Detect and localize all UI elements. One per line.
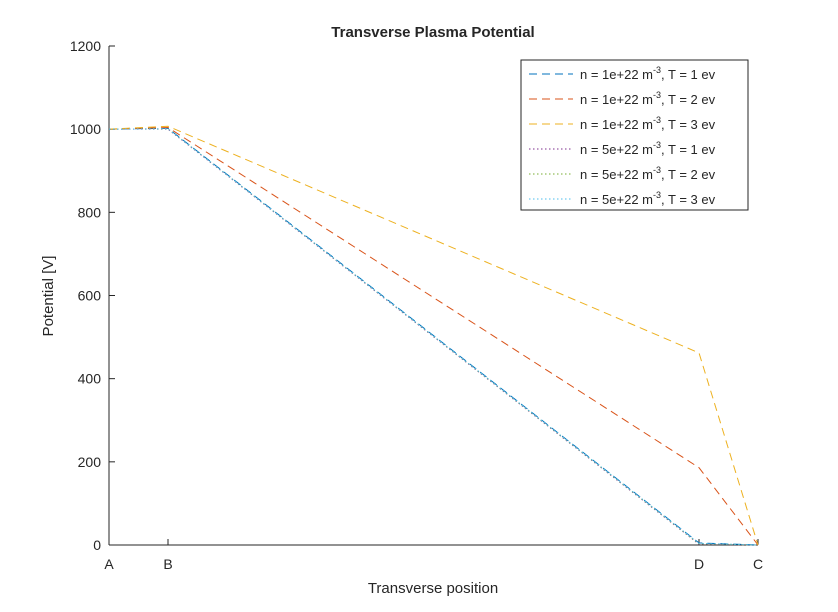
y-tick-label: 800 [78, 204, 102, 220]
axes: 0 200 400 600 800 1000 1200 A B D C [70, 38, 763, 572]
x-tick-label: C [753, 556, 763, 572]
legend-entry-2: n = 1e+22 m-3, T = 2 ev [580, 90, 716, 107]
y-axis-label: Potential [V] [40, 256, 57, 337]
legend-text-rest: , T = 2 ev [661, 92, 716, 107]
legend-entry-6: n = 5e+22 m-3, T = 3 ev [580, 190, 716, 207]
legend-text-superscript: -3 [653, 190, 661, 200]
legend-text-main: n = 5e+22 m [580, 192, 653, 207]
legend-text-rest: , T = 2 ev [661, 167, 716, 182]
x-tick-label: D [694, 556, 704, 572]
series-line-3 [108, 125, 759, 546]
legend-entry-5: n = 5e+22 m-3, T = 2 ev [580, 165, 716, 182]
legend-box [520, 59, 749, 211]
legend-text-main: n = 5e+22 m [580, 167, 653, 182]
y-tick-label: 1200 [70, 38, 101, 54]
legend-text-superscript: -3 [653, 140, 661, 150]
legend-text-superscript: -3 [653, 90, 661, 100]
legend-text-main: n = 5e+22 m [580, 142, 653, 157]
y-tick-label: 400 [78, 371, 102, 387]
legend-entry-1: n = 1e+22 m-3, T = 1 ev [580, 65, 716, 82]
legend-text-superscript: -3 [653, 165, 661, 175]
legend-text-rest: , T = 1 ev [661, 142, 716, 157]
y-tick-label: 1000 [70, 121, 101, 137]
y-tick-label: 0 [93, 537, 101, 553]
x-tick-label: A [104, 556, 114, 572]
y-tick-label: 600 [78, 288, 102, 304]
legend-text-main: n = 1e+22 m [580, 117, 653, 132]
legend-text-superscript: -3 [653, 115, 661, 125]
legend: n = 1e+22 m-3, T = 1 evn = 1e+22 m-3, T … [520, 59, 749, 211]
legend-text-rest: , T = 3 ev [661, 192, 716, 207]
legend-text-main: n = 1e+22 m [580, 92, 653, 107]
legend-entry-4: n = 5e+22 m-3, T = 1 ev [580, 140, 716, 157]
x-tick-label: B [163, 556, 172, 572]
y-tick-label: 200 [78, 454, 102, 470]
legend-entry-3: n = 1e+22 m-3, T = 3 ev [580, 115, 716, 132]
plot-lines [108, 125, 759, 546]
x-axis-label: Transverse position [368, 580, 498, 597]
legend-text-rest: , T = 3 ev [661, 117, 716, 132]
legend-text-superscript: -3 [653, 65, 661, 75]
series-line-2 [108, 126, 759, 546]
chart-title: Transverse Plasma Potential [331, 24, 534, 41]
legend-text-main: n = 1e+22 m [580, 67, 653, 82]
legend-text-rest: , T = 1 ev [661, 67, 716, 82]
